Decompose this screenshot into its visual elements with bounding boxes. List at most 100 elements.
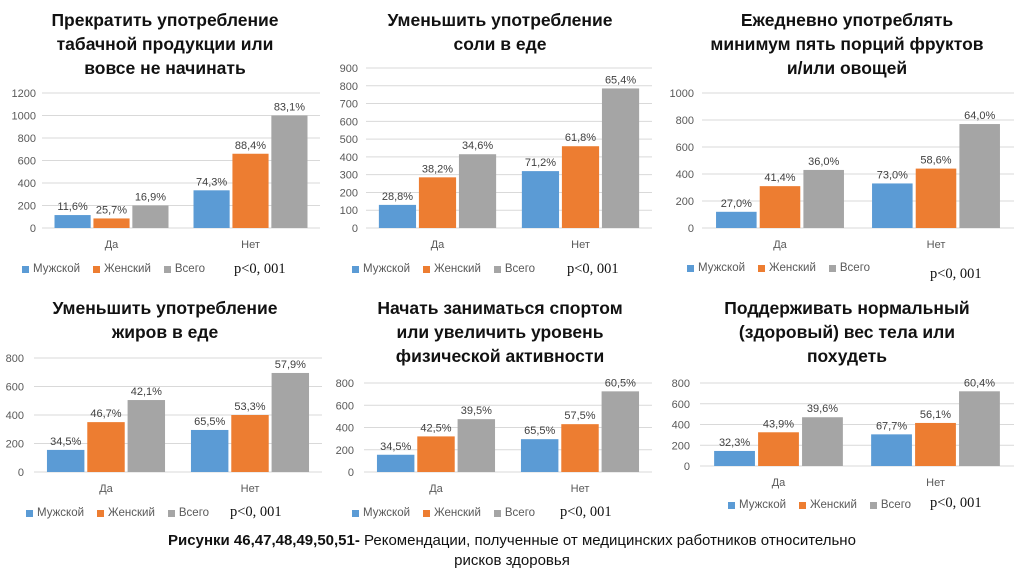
y-tick-label: 900 [340, 63, 358, 75]
x-category-label: Да [431, 239, 445, 251]
legend-item: Всего [869, 499, 912, 511]
data-label: 65,5% [194, 416, 225, 428]
chart-title-line: Поддерживать нормальный [724, 298, 970, 318]
chart-title-line: соли в еде [453, 34, 547, 54]
chart-sport: Начать заниматься спортом или увеличить … [330, 290, 670, 530]
chart-title-line: Уменьшить употребление [52, 298, 278, 318]
y-tick-label: 0 [18, 467, 24, 479]
bar-Мужской-Нет [190, 429, 229, 472]
data-label: 57,5% [564, 410, 595, 422]
data-label: 28,8% [382, 191, 413, 203]
legend-swatch [493, 265, 501, 273]
y-tick-label: 200 [676, 196, 694, 208]
bar-Всего-Да [132, 205, 169, 228]
data-label: 53,3% [234, 401, 265, 413]
caption-line2: рисков здоровья [454, 552, 570, 569]
plot-area: 0 200 400 600 800 34,5% 42,5% 39,5% Да 65,5% 57,5%… [336, 377, 652, 495]
legend-swatch [799, 501, 807, 509]
legend-label: Всего [174, 263, 206, 275]
data-label: 65,5% [524, 425, 555, 437]
legend-label: Женский [434, 263, 481, 275]
legend-swatch [758, 264, 766, 272]
plot-area: 0 200 400 600 800 34,5% 46,7% 42,1% Да 65,5% 53,3%… [6, 353, 322, 495]
bar-Всего-Нет [601, 391, 640, 472]
legend-label: Женский [434, 507, 481, 519]
chart-title-line: Ежедневно употреблять [740, 10, 954, 30]
legend-swatch [493, 509, 501, 517]
bar-Всего-Нет [959, 124, 1000, 228]
data-label: 61,8% [565, 132, 596, 144]
bar-Мужской-Да [716, 211, 757, 228]
chart-title-line: табачной продукции или [56, 34, 274, 54]
y-tick-label: 0 [352, 223, 358, 235]
legend-label: Всего [504, 263, 536, 275]
y-tick-label: 0 [30, 223, 36, 235]
y-tick-label: 400 [672, 420, 690, 432]
y-tick-label: 500 [340, 134, 358, 146]
legend-swatch [22, 265, 29, 273]
chart-title-line: Начать заниматься спортом [377, 298, 623, 318]
data-label: 32,3% [719, 437, 750, 449]
data-label: 57,9% [275, 359, 306, 371]
x-category-label: Да [99, 483, 113, 495]
data-label: 34,5% [50, 436, 81, 448]
bar-Всего-Да [127, 400, 166, 472]
chart-title-line: жиров в еде [111, 322, 219, 342]
chart-salt: Уменьшить употребление соли в еде 0 100 20… [330, 0, 670, 290]
bar-Мужской-Нет [521, 171, 560, 228]
data-label: 36,0% [808, 156, 839, 168]
data-label: 60,4% [964, 377, 995, 389]
chart-title-line: вовсе не начинать [84, 58, 246, 78]
caption-text: Рекомендации, полученные от медицинских … [359, 532, 856, 549]
data-label: 56,1% [920, 409, 951, 421]
legend: Мужской Женский Всего [352, 263, 548, 275]
legend-label: Мужской [33, 263, 81, 275]
chart-fats: Уменьшить употребление жиров в еде 0 200 4… [0, 290, 330, 530]
legend-item: Всего [493, 263, 536, 275]
p-value: p<0, 001 [560, 504, 612, 520]
chart-title: Прекратить употребление табачной продукц… [0, 8, 330, 80]
legend-item: Женский [97, 507, 155, 519]
legend-label: Мужской [363, 507, 411, 519]
legend-item: Мужской [22, 263, 80, 275]
bar-Мужской-Нет [871, 434, 912, 466]
legend-swatch [352, 509, 359, 517]
y-tick-label: 400 [6, 410, 24, 422]
y-tick-label: 600 [336, 400, 354, 412]
x-category-label: Нет [927, 239, 946, 251]
legend-swatch [93, 265, 101, 273]
plot-area: 0 100 200 300 400 500 600 700 800 900 28,8% 38,2% 34… [340, 63, 652, 251]
y-tick-label: 0 [684, 461, 690, 473]
legend: Мужской Женский Всего [26, 507, 222, 519]
bar-Женский-Да [759, 186, 801, 228]
y-tick-label: 400 [676, 169, 694, 181]
data-label: 16,9% [135, 192, 166, 204]
legend-label: Всего [504, 507, 536, 519]
y-tick-label: 800 [676, 115, 694, 127]
data-label: 42,5% [420, 422, 451, 434]
bar-Мужской-Нет [520, 439, 559, 472]
y-tick-label: 600 [340, 116, 358, 128]
data-label: 43,9% [763, 418, 794, 430]
plot-area: 0 200 400 600 800 32,3% 43,9% 39,6% Да 67,7% 56,1%… [672, 377, 1014, 489]
y-tick-label: 1000 [12, 111, 36, 123]
y-tick-label: 800 [672, 378, 690, 390]
chart-title: Ежедневно употреблять минимум пять порци… [670, 8, 1024, 80]
chart-weight: Поддерживать нормальный (здоровый) вес т… [670, 290, 1024, 530]
figure-caption: Рисунки 46,47,48,49,50,51- Рекомендации,… [0, 531, 1024, 571]
legend-item: Женский [423, 263, 481, 275]
legend-label: Всего [880, 499, 912, 511]
p-value: p<0, 001 [230, 504, 282, 520]
bar-Женский-Нет [561, 424, 599, 472]
y-tick-label: 600 [672, 399, 690, 411]
data-label: 83,1% [274, 102, 305, 114]
y-tick-label: 700 [340, 99, 358, 111]
y-tick-label: 100 [340, 205, 358, 217]
bar-Всего-Да [802, 417, 843, 466]
chart-title: Начать заниматься спортом или увеличить … [330, 296, 670, 368]
legend-swatch [423, 265, 431, 273]
legend-item: Мужской [26, 507, 84, 519]
data-label: 74,3% [196, 176, 227, 188]
legend-item: Мужской [728, 499, 786, 511]
data-label: 67,7% [876, 420, 907, 432]
